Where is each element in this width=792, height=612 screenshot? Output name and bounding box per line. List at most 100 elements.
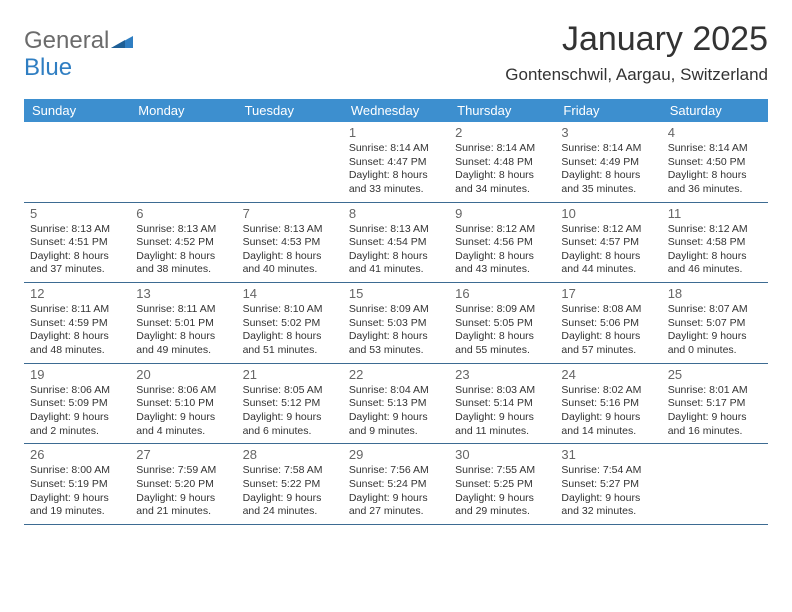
sunrise-line: Sunrise: 8:12 AM: [668, 223, 762, 237]
sunset-line: Sunset: 5:03 PM: [349, 317, 443, 331]
day-detail-lines: Sunrise: 8:11 AMSunset: 5:01 PMDaylight:…: [136, 303, 230, 358]
sunset-line: Sunset: 5:16 PM: [561, 397, 655, 411]
sunrise-line: Sunrise: 7:55 AM: [455, 464, 549, 478]
day-number: 15: [349, 286, 443, 301]
day-cell: 15Sunrise: 8:09 AMSunset: 5:03 PMDayligh…: [343, 283, 449, 363]
sunset-line: Sunset: 5:27 PM: [561, 478, 655, 492]
weekday-label: Saturday: [662, 99, 768, 122]
week-row: 12Sunrise: 8:11 AMSunset: 4:59 PMDayligh…: [24, 283, 768, 364]
sunset-line: Sunset: 5:07 PM: [668, 317, 762, 331]
day-number: 7: [243, 206, 337, 221]
daylight-line: Daylight: 8 hours and 41 minutes.: [349, 250, 443, 277]
day-cell: 7 Sunrise: 8:13 AMSunset: 4:53 PMDaylight…: [237, 203, 343, 283]
sunrise-line: Sunrise: 8:11 AM: [30, 303, 124, 317]
day-detail-lines: Sunrise: 8:13 AMSunset: 4:53 PMDaylight:…: [243, 223, 337, 278]
day-cell: 22Sunrise: 8:04 AMSunset: 5:13 PMDayligh…: [343, 364, 449, 444]
day-number: 24: [561, 367, 655, 382]
daylight-line: Daylight: 8 hours and 53 minutes.: [349, 330, 443, 357]
sunset-line: Sunset: 4:51 PM: [30, 236, 124, 250]
day-number: 25: [668, 367, 762, 382]
sunrise-line: Sunrise: 8:03 AM: [455, 384, 549, 398]
day-number: 14: [243, 286, 337, 301]
day-detail-lines: Sunrise: 8:14 AMSunset: 4:49 PMDaylight:…: [561, 142, 655, 197]
day-detail-lines: Sunrise: 7:55 AMSunset: 5:25 PMDaylight:…: [455, 464, 549, 519]
day-number: 13: [136, 286, 230, 301]
logo-text-block: General Blue: [24, 30, 133, 80]
sunset-line: Sunset: 4:53 PM: [243, 236, 337, 250]
daylight-line: Daylight: 8 hours and 46 minutes.: [668, 250, 762, 277]
sunset-line: Sunset: 5:25 PM: [455, 478, 549, 492]
sunrise-line: Sunrise: 7:59 AM: [136, 464, 230, 478]
day-number: 1: [349, 125, 443, 140]
daylight-line: Daylight: 9 hours and 11 minutes.: [455, 411, 549, 438]
day-cell: 30Sunrise: 7:55 AMSunset: 5:25 PMDayligh…: [449, 444, 555, 524]
daylight-line: Daylight: 9 hours and 32 minutes.: [561, 492, 655, 519]
day-number: 19: [30, 367, 124, 382]
logo-word-general: General: [24, 27, 109, 54]
sunset-line: Sunset: 4:58 PM: [668, 236, 762, 250]
sunset-line: Sunset: 5:05 PM: [455, 317, 549, 331]
day-detail-lines: Sunrise: 8:14 AMSunset: 4:50 PMDaylight:…: [668, 142, 762, 197]
day-number: 17: [561, 286, 655, 301]
sunset-line: Sunset: 4:49 PM: [561, 156, 655, 170]
day-detail-lines: Sunrise: 8:00 AMSunset: 5:19 PMDaylight:…: [30, 464, 124, 519]
daylight-line: Daylight: 8 hours and 49 minutes.: [136, 330, 230, 357]
sunset-line: Sunset: 5:22 PM: [243, 478, 337, 492]
sunrise-line: Sunrise: 8:10 AM: [243, 303, 337, 317]
weekday-label: Friday: [555, 99, 661, 122]
day-detail-lines: Sunrise: 7:58 AMSunset: 5:22 PMDaylight:…: [243, 464, 337, 519]
sunset-line: Sunset: 5:24 PM: [349, 478, 443, 492]
day-number: 9: [455, 206, 549, 221]
weekday-label: Thursday: [449, 99, 555, 122]
day-number: 23: [455, 367, 549, 382]
title-block: January 2025 Gontenschwil, Aargau, Switz…: [505, 20, 768, 85]
day-detail-lines: Sunrise: 8:13 AMSunset: 4:51 PMDaylight:…: [30, 223, 124, 278]
sunrise-line: Sunrise: 8:13 AM: [349, 223, 443, 237]
day-detail-lines: Sunrise: 8:12 AMSunset: 4:58 PMDaylight:…: [668, 223, 762, 278]
sunrise-line: Sunrise: 8:07 AM: [668, 303, 762, 317]
day-cell: 24Sunrise: 8:02 AMSunset: 5:16 PMDayligh…: [555, 364, 661, 444]
sunset-line: Sunset: 4:52 PM: [136, 236, 230, 250]
daylight-line: Daylight: 8 hours and 40 minutes.: [243, 250, 337, 277]
day-cell: 27Sunrise: 7:59 AMSunset: 5:20 PMDayligh…: [130, 444, 236, 524]
daylight-line: Daylight: 8 hours and 34 minutes.: [455, 169, 549, 196]
weekday-label: Monday: [130, 99, 236, 122]
page-header: General Blue January 2025 Gontenschwil, …: [24, 20, 768, 85]
day-cell: 1Sunrise: 8:14 AMSunset: 4:47 PMDaylight…: [343, 122, 449, 202]
day-cell: 26Sunrise: 8:00 AMSunset: 5:19 PMDayligh…: [24, 444, 130, 524]
day-number: 20: [136, 367, 230, 382]
sunset-line: Sunset: 5:02 PM: [243, 317, 337, 331]
day-detail-lines: Sunrise: 8:05 AMSunset: 5:12 PMDaylight:…: [243, 384, 337, 439]
daylight-line: Daylight: 9 hours and 27 minutes.: [349, 492, 443, 519]
daylight-line: Daylight: 9 hours and 16 minutes.: [668, 411, 762, 438]
day-cell: 18Sunrise: 8:07 AMSunset: 5:07 PMDayligh…: [662, 283, 768, 363]
week-row: 26Sunrise: 8:00 AMSunset: 5:19 PMDayligh…: [24, 444, 768, 525]
day-number: 21: [243, 367, 337, 382]
empty-day-cell: [237, 122, 343, 202]
daylight-line: Daylight: 8 hours and 44 minutes.: [561, 250, 655, 277]
day-detail-lines: Sunrise: 8:12 AMSunset: 4:57 PMDaylight:…: [561, 223, 655, 278]
sunrise-line: Sunrise: 7:56 AM: [349, 464, 443, 478]
daylight-line: Daylight: 9 hours and 21 minutes.: [136, 492, 230, 519]
daylight-line: Daylight: 8 hours and 33 minutes.: [349, 169, 443, 196]
day-number: 22: [349, 367, 443, 382]
daylight-line: Daylight: 8 hours and 35 minutes.: [561, 169, 655, 196]
sunrise-line: Sunrise: 8:08 AM: [561, 303, 655, 317]
sunset-line: Sunset: 5:14 PM: [455, 397, 549, 411]
daylight-line: Daylight: 8 hours and 55 minutes.: [455, 330, 549, 357]
day-cell: 31Sunrise: 7:54 AMSunset: 5:27 PMDayligh…: [555, 444, 661, 524]
day-number: 11: [668, 206, 762, 221]
sunrise-line: Sunrise: 8:09 AM: [455, 303, 549, 317]
day-detail-lines: Sunrise: 7:56 AMSunset: 5:24 PMDaylight:…: [349, 464, 443, 519]
day-cell: 12Sunrise: 8:11 AMSunset: 4:59 PMDayligh…: [24, 283, 130, 363]
day-cell: 14Sunrise: 8:10 AMSunset: 5:02 PMDayligh…: [237, 283, 343, 363]
day-detail-lines: Sunrise: 8:06 AMSunset: 5:09 PMDaylight:…: [30, 384, 124, 439]
week-row: 1Sunrise: 8:14 AMSunset: 4:47 PMDaylight…: [24, 122, 768, 203]
weeks-container: 1Sunrise: 8:14 AMSunset: 4:47 PMDaylight…: [24, 122, 768, 525]
day-number: 3: [561, 125, 655, 140]
day-number: 5: [30, 206, 124, 221]
day-cell: 28Sunrise: 7:58 AMSunset: 5:22 PMDayligh…: [237, 444, 343, 524]
day-number: 2: [455, 125, 549, 140]
daylight-line: Daylight: 9 hours and 14 minutes.: [561, 411, 655, 438]
day-number: 6: [136, 206, 230, 221]
